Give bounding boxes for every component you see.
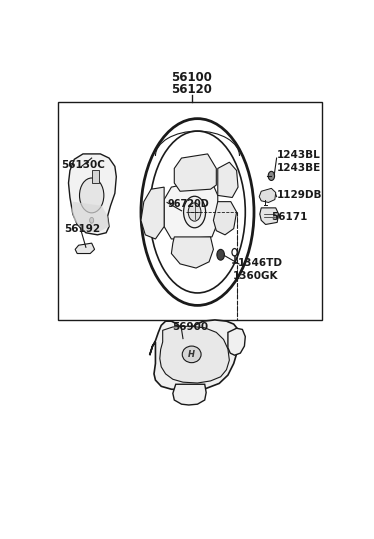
Text: 56130C: 56130C bbox=[61, 160, 105, 170]
Circle shape bbox=[80, 178, 104, 213]
Text: 1243BL: 1243BL bbox=[277, 150, 321, 160]
Text: 56900: 56900 bbox=[172, 322, 208, 333]
Text: 56192: 56192 bbox=[64, 224, 100, 233]
Circle shape bbox=[268, 171, 275, 181]
Polygon shape bbox=[260, 208, 279, 224]
Polygon shape bbox=[259, 188, 276, 203]
Circle shape bbox=[217, 250, 224, 260]
Text: H: H bbox=[188, 350, 195, 359]
Text: 1129DB: 1129DB bbox=[277, 190, 322, 201]
Text: 56120: 56120 bbox=[171, 83, 212, 96]
Circle shape bbox=[184, 196, 206, 228]
Polygon shape bbox=[164, 179, 218, 239]
Text: 1360GK: 1360GK bbox=[233, 271, 279, 281]
Bar bbox=[58, 102, 322, 320]
Polygon shape bbox=[173, 384, 206, 405]
Circle shape bbox=[90, 217, 94, 223]
Polygon shape bbox=[174, 154, 216, 191]
Text: 96720D: 96720D bbox=[167, 199, 209, 209]
Polygon shape bbox=[68, 154, 116, 235]
Polygon shape bbox=[228, 328, 245, 355]
Circle shape bbox=[232, 248, 237, 256]
Polygon shape bbox=[141, 187, 164, 239]
Polygon shape bbox=[214, 202, 237, 235]
Text: 56100: 56100 bbox=[171, 71, 212, 84]
Text: 1243BE: 1243BE bbox=[277, 163, 321, 172]
Polygon shape bbox=[160, 326, 229, 383]
Ellipse shape bbox=[182, 346, 201, 363]
Polygon shape bbox=[150, 320, 239, 390]
Bar bbox=[92, 170, 99, 183]
Polygon shape bbox=[218, 162, 238, 197]
Text: 1346TD: 1346TD bbox=[238, 258, 283, 268]
Polygon shape bbox=[75, 243, 95, 253]
Polygon shape bbox=[171, 237, 214, 268]
Text: 56171: 56171 bbox=[272, 212, 308, 223]
Circle shape bbox=[188, 203, 201, 221]
Polygon shape bbox=[71, 202, 109, 233]
